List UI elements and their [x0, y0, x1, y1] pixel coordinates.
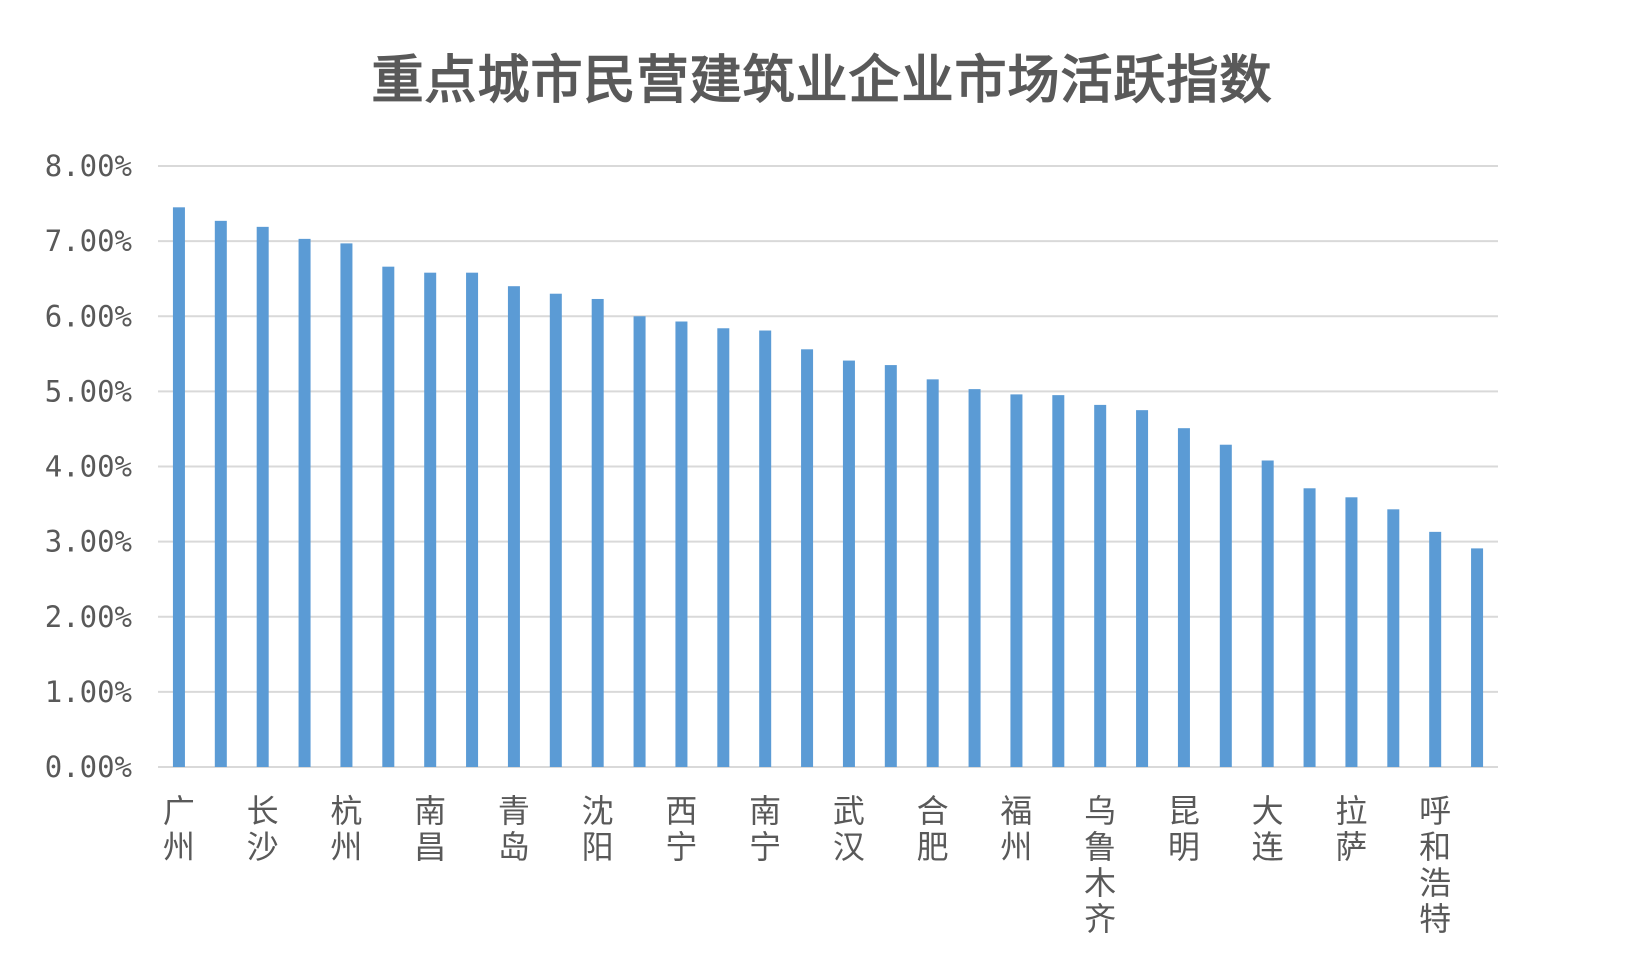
x-tick-label: 合肥 — [917, 792, 949, 866]
x-tick-label: 武汉 — [833, 792, 865, 866]
x-tick-label: 拉萨 — [1335, 792, 1367, 866]
bar — [1387, 509, 1400, 767]
bar — [759, 330, 772, 767]
bar — [340, 243, 353, 767]
bar — [466, 272, 479, 767]
bar — [298, 238, 311, 768]
x-tick-label: 福州 — [1000, 792, 1032, 866]
bar — [256, 226, 269, 767]
bar — [1177, 428, 1190, 767]
y-tick-label: 6.00% — [45, 299, 132, 333]
x-tick-label: 沈阳 — [582, 792, 614, 866]
x-tick-label: 杭州 — [330, 792, 362, 866]
x-tick-label: 呼和浩特 — [1419, 792, 1451, 938]
bar — [801, 349, 814, 767]
bar — [1136, 410, 1149, 767]
bar — [382, 266, 395, 767]
x-tick-label: 青岛 — [498, 792, 530, 866]
bar — [507, 286, 520, 767]
bars — [172, 207, 1484, 768]
bar — [717, 328, 730, 767]
y-tick-label: 1.00% — [45, 675, 132, 709]
bar — [1052, 395, 1065, 767]
x-tick-label: 广州 — [163, 792, 195, 866]
bar — [1429, 531, 1442, 767]
y-tick-label: 0.00% — [45, 750, 132, 784]
x-tick-label: 南昌 — [414, 792, 446, 866]
bar — [1303, 488, 1316, 767]
bar — [214, 220, 227, 767]
x-tick-label: 西宁 — [665, 792, 697, 866]
y-tick-label: 4.00% — [45, 450, 132, 484]
bar — [1471, 548, 1484, 767]
bar — [1094, 404, 1107, 767]
y-axis-ticks: 0.00% 1.00% 2.00% 3.00% 4.00% 5.00% 6.00% 7.00%… — [45, 149, 132, 784]
x-tick-label: 大连 — [1252, 792, 1284, 866]
y-tick-label: 2.00% — [45, 600, 132, 634]
x-tick-label: 乌鲁木齐 — [1084, 792, 1116, 938]
bar — [675, 321, 688, 767]
bar — [842, 360, 855, 767]
y-tick-label: 3.00% — [45, 525, 132, 559]
bar — [549, 293, 562, 767]
bar — [424, 272, 437, 767]
gridlines — [158, 165, 1498, 768]
chart-title: 重点城市民营建筑业企业市场活跃指数 — [371, 50, 1273, 111]
y-tick-label: 8.00% — [45, 149, 132, 183]
bar — [884, 365, 897, 767]
bar — [1010, 394, 1023, 767]
bar — [926, 379, 939, 767]
bar — [1345, 497, 1358, 767]
bar — [1219, 444, 1232, 767]
x-tick-label: 南宁 — [749, 792, 781, 866]
bar — [633, 316, 646, 767]
y-tick-label: 5.00% — [45, 374, 132, 408]
bar — [591, 298, 604, 767]
bar — [968, 389, 981, 767]
x-tick-label: 昆明 — [1168, 792, 1200, 866]
y-tick-label: 7.00% — [45, 224, 132, 258]
bar — [1261, 460, 1274, 767]
x-tick-label: 长沙 — [247, 792, 279, 866]
bar — [172, 207, 185, 768]
